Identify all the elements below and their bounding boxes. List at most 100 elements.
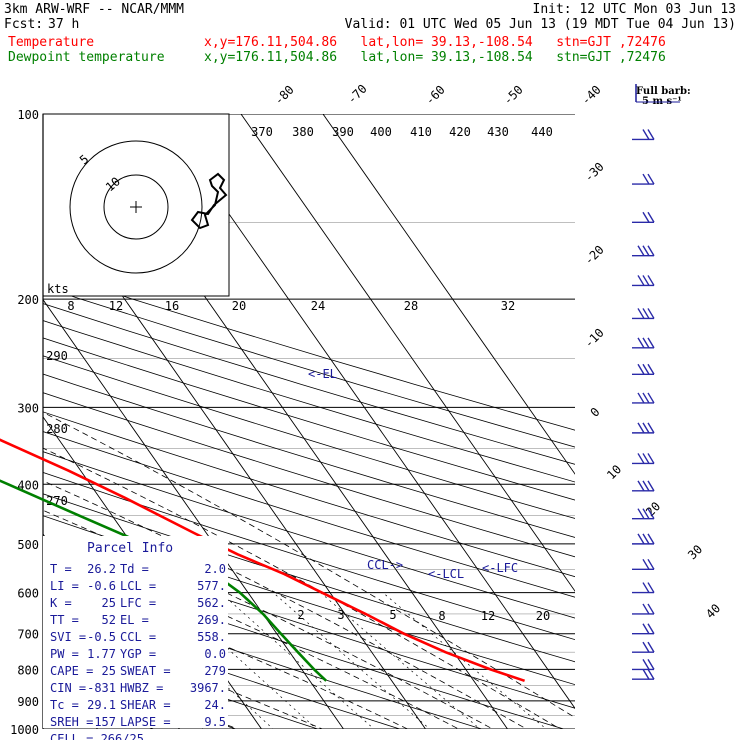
parcel-param-label: LCL = — [120, 579, 156, 593]
wind-barb-flag — [642, 245, 650, 257]
dewpoint-legend-label: Dewpoint temperature — [8, 50, 165, 65]
hodograph-speed-label: 12 — [109, 299, 123, 313]
wind-barb — [632, 659, 655, 671]
theta-tick-label: 400 — [370, 125, 392, 139]
wind-barb-flag — [637, 453, 645, 464]
hodograph-speed-label: 32 — [501, 299, 515, 313]
parcel-param-label: SVI = — [50, 630, 86, 644]
isotherm-tick-label: -80 — [272, 83, 297, 108]
wind-barb-flag — [647, 668, 655, 680]
fcst-value: 37 h — [48, 17, 80, 32]
wind-barb — [632, 603, 655, 615]
isotherm-tick-label: 40 — [703, 601, 723, 621]
isotherm-line — [0, 114, 25, 740]
parcel-param-label: CAPE = — [50, 664, 93, 678]
wind-barb-flag — [642, 173, 650, 185]
dewpoint-profile-line — [0, 479, 328, 682]
isotherm-tick-label: 10 — [604, 462, 624, 482]
parcel-param-label: SREH = — [50, 715, 93, 729]
wind-barb-flag — [637, 533, 645, 545]
pressure-tick-label: 100 — [17, 108, 39, 122]
parcel-param-label: HWBZ = — [120, 681, 163, 695]
wind-barb-flag — [647, 245, 655, 257]
dry-adiabat-line — [43, 431, 575, 598]
parcel-param-value: 0.0 — [204, 647, 226, 661]
barb-legend-title: Full barb: — [636, 86, 691, 97]
hodograph-units: kts — [47, 282, 69, 296]
mixing-ratio-label: 8 — [438, 609, 445, 623]
hodograph-speed-label: 16 — [165, 299, 179, 313]
wind-barb-flag — [642, 211, 650, 223]
hodograph-ring-5 — [103, 174, 169, 240]
isotherm-tick-label: -60 — [423, 83, 448, 108]
wind-barb — [632, 245, 655, 257]
wind-barb — [632, 508, 655, 520]
isotherm-line — [322, 114, 575, 475]
parcel-param-value: 558. — [197, 630, 226, 644]
wind-barb — [632, 641, 655, 653]
hodograph: 5 10 kts — [42, 113, 230, 297]
wind-barb — [632, 337, 655, 349]
parcel-param-label: CCL = — [120, 630, 156, 644]
parcel-param-value: -0.5 — [87, 630, 116, 644]
moist-adiabat-line — [43, 509, 494, 729]
wind-barb-flag — [642, 603, 650, 615]
model-title: 3km ARW-WRF -- NCAR/MMM — [4, 2, 185, 17]
parcel-param-label: SWEAT = — [120, 664, 171, 678]
mixing-ratio-label: 12 — [481, 609, 495, 623]
hodograph-speed-label: 28 — [404, 299, 418, 313]
wind-barb-flag — [642, 668, 650, 680]
wind-barb-flag — [642, 337, 650, 349]
mixing-ratio-line — [320, 592, 481, 729]
wind-barb-flag — [647, 659, 655, 670]
el-level-label: <-EL — [308, 367, 337, 381]
wind-barb — [632, 668, 655, 680]
wind-barb-flag — [642, 129, 650, 140]
wind-barb — [632, 582, 655, 594]
init-time: Init: 12 UTC Mon 03 Jun 13 — [532, 2, 737, 17]
wind-barb-flag — [647, 533, 655, 545]
wind-barb-flag — [647, 337, 655, 349]
dry-adiabat-line — [43, 286, 575, 448]
isotherm-line — [240, 114, 575, 592]
dry-adiabat-line — [43, 585, 484, 729]
dry-adiabat-line — [43, 320, 575, 483]
dry-adiabat-line — [43, 472, 575, 641]
wind-barb-flag — [637, 422, 645, 434]
pressure-tick-label: 900 — [17, 695, 39, 709]
dry-adiabat-line — [43, 270, 575, 431]
theta-tick-label: 290 — [46, 349, 68, 363]
parcel-param-label: YGP = — [120, 647, 156, 661]
wind-barb-flag — [647, 173, 655, 185]
parcel-param-value: 269. — [197, 613, 226, 627]
wind-barb-flag — [637, 275, 645, 286]
hodograph-speed-label: 24 — [311, 299, 325, 313]
mixing-ratio-line — [382, 592, 547, 729]
parcel-param-value: 562. — [197, 596, 226, 610]
parcel-info-panel: Parcel Info T = 26.2 Td = 2.0 LI = -0.6 LCL = 5… — [43, 536, 228, 740]
ccl-level-label: CCL-> — [367, 558, 403, 572]
wind-barb-flag — [642, 623, 650, 635]
wind-barb-flag — [642, 308, 650, 319]
wind-barb — [632, 392, 655, 404]
wind-barb — [632, 453, 655, 465]
parcel-param-label: CIN = — [50, 681, 86, 695]
wind-barb-flag — [642, 275, 650, 286]
parcel-param-value: 577. — [197, 579, 226, 593]
pressure-tick-label: 1000 — [10, 723, 39, 737]
fcst-label: Fcst: — [4, 17, 44, 32]
isotherm-tick-label: -40 — [579, 83, 604, 108]
wind-barb-flag — [647, 422, 655, 434]
isotherm-tick-label: -10 — [582, 326, 607, 351]
wind-barb-flag — [642, 533, 650, 545]
dry-adiabat-line — [43, 355, 575, 519]
wind-barb-flag — [647, 582, 655, 593]
parcel-param-label: SHEAR = — [120, 698, 171, 712]
wind-barb-flag — [647, 129, 655, 140]
parcel-param-label: LFC = — [120, 596, 156, 610]
theta-tick-label: 430 — [487, 125, 509, 139]
hodograph-trace — [190, 172, 228, 230]
mixing-ratio-label: 20 — [536, 609, 550, 623]
parcel-param-value: 9.5 — [204, 715, 226, 729]
parcel-param-label: K = — [50, 596, 72, 610]
